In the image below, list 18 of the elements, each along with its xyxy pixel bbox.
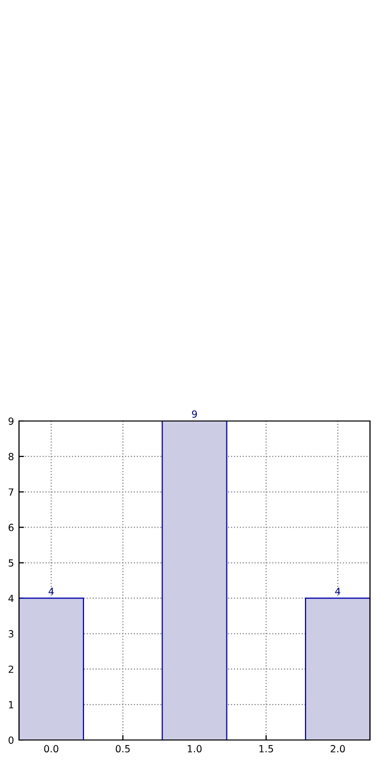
- y-tick-label: 7: [8, 488, 14, 496]
- y-tick-label: 0: [8, 736, 14, 744]
- data-label: 9: [192, 410, 197, 418]
- y-tick-label: 5: [8, 559, 14, 567]
- x-tick-label: 1.0: [188, 745, 202, 752]
- data-label: 4: [335, 588, 340, 595]
- y-tick-label: 9: [8, 417, 14, 425]
- x-tick-label: 0.5: [116, 745, 130, 752]
- y-tick-label: 8: [8, 452, 14, 460]
- data-label: 4: [48, 588, 54, 595]
- y-tick-label: 6: [8, 524, 14, 532]
- y-tick-label: 2: [8, 666, 14, 673]
- y-tick-label: 3: [8, 630, 14, 638]
- y-tick-label: 4: [8, 594, 14, 602]
- y-tick-label: 1: [9, 701, 14, 708]
- x-tick-label: 1.5: [259, 745, 274, 752]
- x-tick-label: 2.0: [330, 745, 345, 752]
- x-tick-label: 0.0: [44, 745, 58, 752]
